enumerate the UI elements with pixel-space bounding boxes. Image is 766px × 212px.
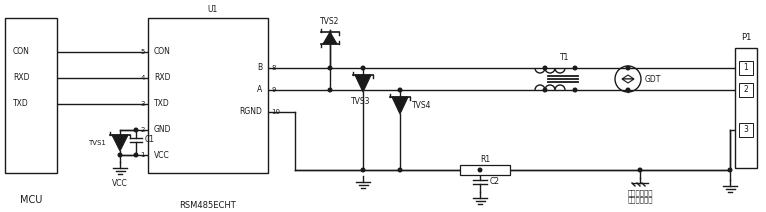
- Text: U1: U1: [208, 6, 218, 14]
- Circle shape: [398, 168, 402, 172]
- Circle shape: [573, 88, 577, 92]
- Polygon shape: [112, 135, 128, 151]
- Text: 2: 2: [141, 127, 145, 133]
- Circle shape: [362, 66, 365, 70]
- Circle shape: [638, 168, 642, 172]
- Circle shape: [328, 66, 332, 70]
- Polygon shape: [355, 75, 371, 92]
- Circle shape: [543, 66, 547, 70]
- Polygon shape: [622, 75, 634, 79]
- Text: 4: 4: [141, 75, 145, 81]
- Bar: [739, 123, 753, 137]
- Text: C2: C2: [490, 177, 500, 187]
- Circle shape: [478, 168, 482, 172]
- Bar: [148, 18, 268, 173]
- Text: 3: 3: [140, 101, 145, 107]
- Text: B: B: [257, 64, 262, 73]
- Polygon shape: [323, 32, 337, 44]
- Text: P1: P1: [741, 33, 751, 42]
- Text: C1: C1: [145, 135, 155, 145]
- Text: CON: CON: [154, 47, 171, 57]
- Circle shape: [626, 88, 630, 92]
- Bar: [735, 48, 757, 168]
- Bar: [739, 83, 753, 97]
- Text: 双绞线屏蔽层
可靠连接大地: 双绞线屏蔽层 可靠连接大地: [627, 189, 653, 203]
- Circle shape: [362, 168, 365, 172]
- Circle shape: [626, 66, 630, 70]
- Polygon shape: [622, 79, 634, 83]
- Polygon shape: [392, 97, 408, 114]
- Text: 2: 2: [744, 85, 748, 95]
- Text: 3: 3: [744, 126, 748, 134]
- Text: 10: 10: [271, 109, 280, 115]
- Text: 9: 9: [271, 87, 276, 93]
- Text: RGND: RGND: [239, 107, 262, 117]
- Text: RSM485ECHT: RSM485ECHT: [179, 201, 237, 211]
- Text: GDT: GDT: [645, 74, 661, 84]
- Circle shape: [398, 88, 402, 92]
- Text: RXD: RXD: [13, 74, 30, 82]
- Circle shape: [543, 88, 547, 92]
- Circle shape: [134, 153, 138, 157]
- Circle shape: [134, 128, 138, 132]
- Text: 1: 1: [744, 64, 748, 73]
- Circle shape: [118, 153, 122, 157]
- Text: CON: CON: [13, 47, 30, 57]
- Text: A: A: [257, 85, 262, 95]
- Text: VCC: VCC: [112, 179, 128, 187]
- Circle shape: [573, 66, 577, 70]
- Circle shape: [328, 88, 332, 92]
- Text: TXD: TXD: [13, 99, 29, 109]
- Text: RXD: RXD: [154, 74, 171, 82]
- Text: TVS4: TVS4: [412, 102, 431, 110]
- Circle shape: [728, 168, 732, 172]
- Bar: [739, 61, 753, 75]
- Text: 1: 1: [140, 152, 145, 158]
- Bar: [460, 165, 510, 175]
- Text: TXD: TXD: [154, 99, 170, 109]
- Text: TVS2: TVS2: [320, 18, 339, 26]
- Text: T1: T1: [560, 53, 570, 63]
- Text: TVS1: TVS1: [88, 140, 106, 146]
- Text: 5: 5: [141, 49, 145, 55]
- Text: TVS3: TVS3: [352, 98, 371, 106]
- Text: 8: 8: [271, 65, 276, 71]
- Text: R1: R1: [480, 155, 490, 165]
- Text: GND: GND: [154, 126, 172, 134]
- Text: VCC: VCC: [154, 151, 170, 159]
- Bar: [5, 18, 57, 173]
- Text: MCU: MCU: [20, 195, 42, 205]
